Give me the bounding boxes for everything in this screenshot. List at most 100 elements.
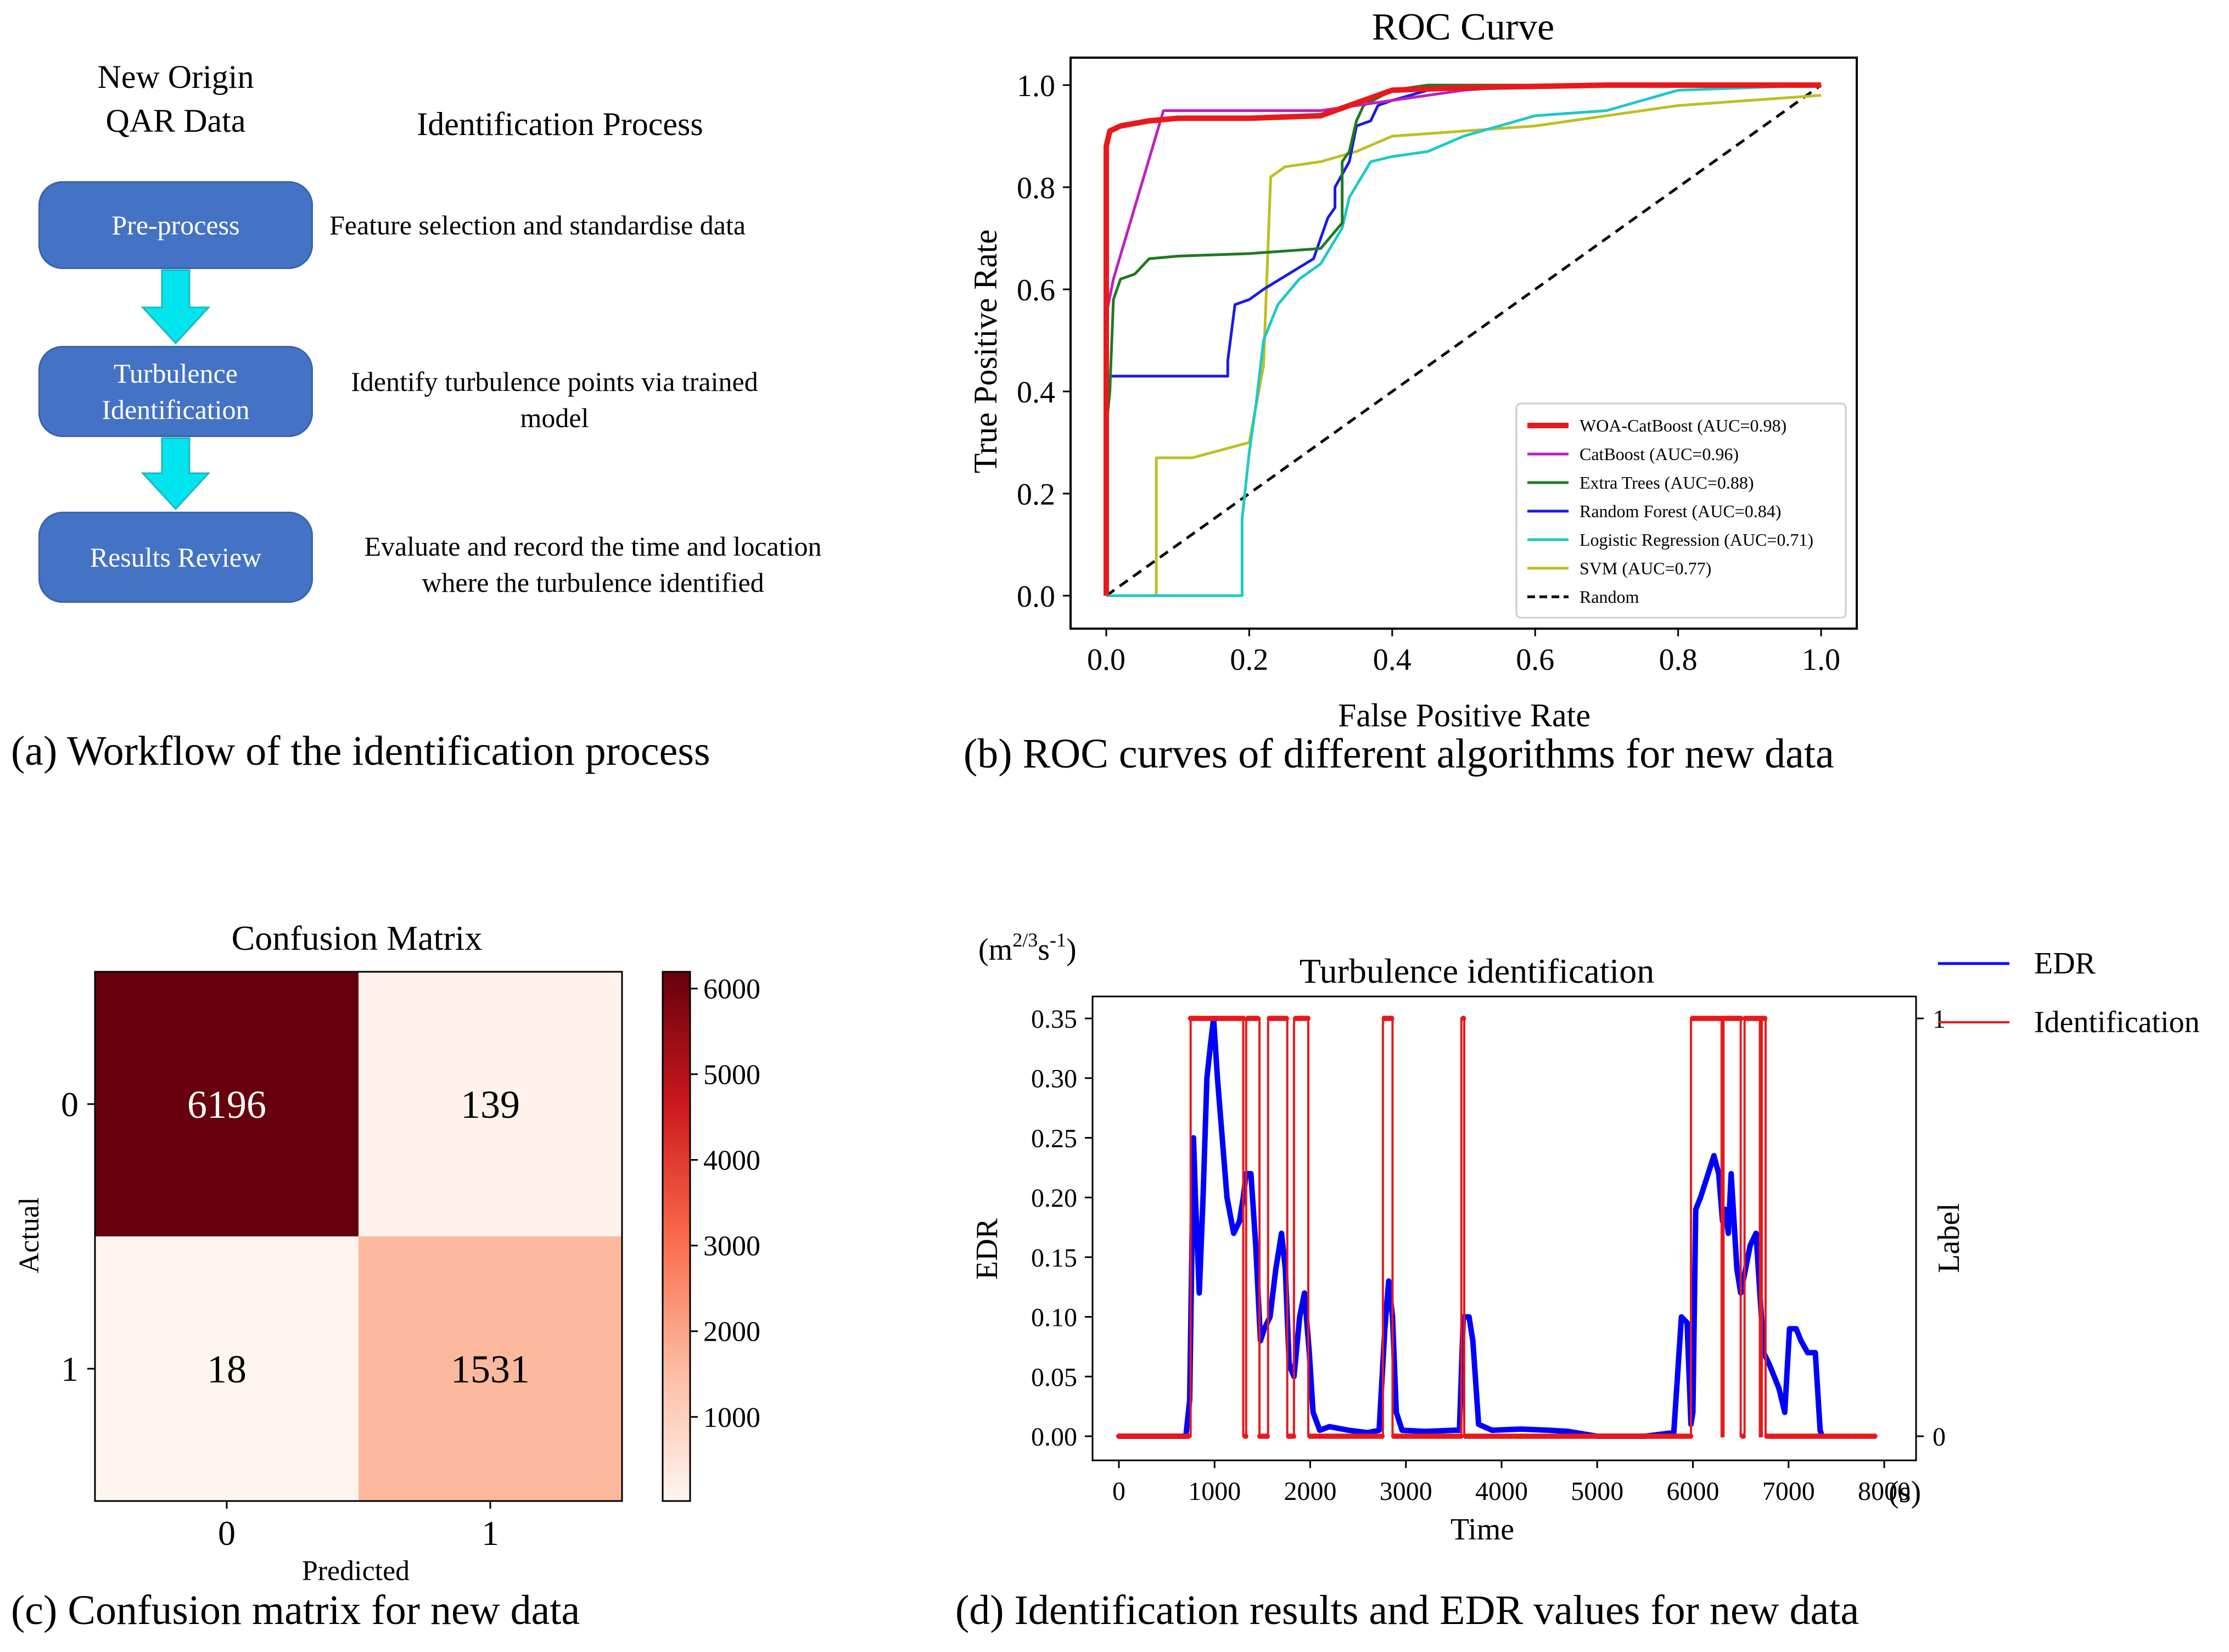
edr-title: Turbulence identification [1300, 951, 1654, 990]
down-arrow-icon [141, 437, 211, 511]
roc-xtick-label: 0.8 [1659, 643, 1698, 677]
legend-edr-label: EDR [2034, 947, 2096, 981]
step-review-box: Results Review [38, 512, 313, 603]
roc-xtick-label: 0.4 [1373, 643, 1412, 677]
workflow-arrows [141, 269, 211, 511]
edr-xtick-label: 7000 [1762, 1477, 1815, 1506]
cm-cell [95, 1236, 359, 1501]
workflow-panel: New Origin QAR Data Identification Proce… [0, 0, 944, 813]
roc-title: ROC Curve [1372, 6, 1555, 48]
edr-ytick-label: 0.05 [1031, 1363, 1077, 1392]
edr-xlabel: Time [1450, 1513, 1514, 1547]
edr-ytick-label: 0.20 [1031, 1184, 1077, 1213]
confusion-matrix-chart: Confusion Matrix 6196 139 18 1531 0 1 0 1 1000 20… [14, 919, 760, 1587]
identification-marker [1240, 1016, 1246, 1021]
identification-marker [1291, 1433, 1296, 1439]
step-identification-label1: Turbulence [114, 358, 238, 389]
identification-marker [1264, 1433, 1270, 1439]
identification-marker [1762, 1016, 1768, 1021]
cm-cell-value: 139 [461, 1083, 520, 1127]
edr-xtick-label: 4000 [1475, 1477, 1528, 1506]
roc-xtick-label: 0.2 [1230, 643, 1268, 677]
identification-markers [1116, 1016, 1878, 1439]
cm-colorbar [662, 971, 691, 1502]
edr-y2label: Label [1932, 1203, 1966, 1273]
cm-ytick-label: 0 [61, 1085, 79, 1124]
cm-cell [95, 972, 359, 1236]
identification-marker [1738, 1016, 1744, 1021]
edr-ytick-label: 0.30 [1031, 1065, 1077, 1094]
edr-legend: EDR Identification [1938, 947, 2200, 1039]
cm-colorbar-tick-label: 6000 [703, 974, 760, 1005]
edr-xtick-label: 5000 [1571, 1477, 1623, 1506]
roc-legend-label: Extra Trees (AUC=0.88) [1580, 473, 1754, 492]
roc-ytick-label: 0.2 [1017, 478, 1055, 512]
identification-marker [1283, 1016, 1289, 1021]
step-identification-desc1: Identify turbulence points via trained [351, 366, 758, 397]
identification-marker [1305, 1016, 1311, 1021]
edr-ylabel: EDR [970, 1218, 1004, 1280]
step-review-desc2: where the turbulence identified [422, 567, 764, 598]
cm-xtick-label: 1 [481, 1514, 499, 1553]
identification-marker [1379, 1433, 1385, 1439]
step-preprocess-box: Pre-process [38, 181, 313, 269]
cm-cell-value: 1531 [451, 1347, 530, 1391]
identification-marker [1458, 1433, 1464, 1439]
roc-xtick-label: 0.6 [1516, 643, 1554, 677]
identification-marker [1688, 1433, 1694, 1439]
roc-xlabel: False Positive Rate [1338, 697, 1590, 733]
roc-series-line [1106, 94, 1822, 597]
roc-series-line [1105, 83, 1822, 597]
cm-colorbar-tick-label: 4000 [703, 1145, 760, 1177]
step-identification-box: Turbulence Identification [38, 346, 313, 437]
cm-ytick-label: 1 [61, 1349, 79, 1388]
edr-ytick-label: 0.35 [1031, 1005, 1077, 1034]
cm-cell-value: 18 [207, 1347, 247, 1391]
workflow-source-label: New Origin QAR Data [66, 55, 285, 143]
step-review-desc: Evaluate and record the time and locatio… [329, 528, 856, 601]
cm-colorbar-tick-label: 5000 [703, 1060, 760, 1091]
edr-xtick-label: 2000 [1284, 1477, 1337, 1506]
roc-series-line [1104, 82, 1821, 596]
workflow-heading: Identification Process [417, 106, 703, 142]
cm-colorbar-tick-label: 2000 [703, 1317, 760, 1348]
step-preprocess-desc: Feature selection and standardise data [329, 210, 746, 240]
cm-xtick-label: 0 [218, 1514, 236, 1553]
roc-legend-label: SVM (AUC=0.77) [1580, 558, 1711, 578]
identification-marker [1185, 1433, 1191, 1439]
step-review-desc1: Evaluate and record the time and locatio… [364, 531, 822, 562]
roc-series-line [1106, 83, 1822, 597]
cm-title: Confusion Matrix [232, 919, 483, 957]
cm-frame [94, 971, 623, 1502]
roc-ylabel: True Positive Rate [967, 229, 1004, 473]
roc-xtick-label: 1.0 [1802, 643, 1840, 677]
down-arrow-icon [141, 269, 211, 345]
step-identification-label2: Identification [102, 394, 250, 425]
roc-ytick-label: 0.4 [1017, 376, 1055, 410]
legend-identification-label: Identification [2034, 1005, 2200, 1039]
edr-unit-top: (m2/3s-1) [978, 929, 1077, 967]
cm-colorbar-tick-label: 3000 [703, 1231, 760, 1262]
cm-xlabel: Predicted [302, 1555, 410, 1587]
cm-colorbar-tick-label: 1000 [703, 1402, 760, 1433]
roc-xtick-label: 0.0 [1087, 643, 1125, 677]
caption-a: (a) Workflow of the identification proce… [11, 728, 710, 774]
edr-xtick-label: 8000 [1858, 1477, 1911, 1506]
edr-ytick-label: 0.00 [1031, 1423, 1077, 1452]
roc-legend-label: Logistic Regression (AUC=0.71) [1580, 530, 1813, 550]
identification-marker [1254, 1016, 1261, 1021]
identification-marker [1872, 1433, 1878, 1439]
edr-ytick-label: 0.10 [1031, 1303, 1077, 1332]
cm-cell-value: 6196 [187, 1083, 266, 1127]
caption-c: (c) Confusion matrix for new data [11, 1587, 580, 1633]
step-identification-desc: Identify turbulence points via trained m… [329, 363, 780, 436]
roc-ytick-label: 0.6 [1017, 273, 1055, 307]
cm-ylabel: Actual [14, 1197, 45, 1274]
step-review-label: Results Review [89, 542, 262, 573]
step-identification-desc2: model [520, 402, 589, 433]
edr-xtick-label: 6000 [1667, 1477, 1720, 1506]
edr-ytick-label: 0.15 [1031, 1244, 1077, 1273]
edr-xtick-label: 0 [1112, 1477, 1125, 1506]
identification-marker [1388, 1016, 1394, 1021]
roc-legend-label: CatBoost (AUC=0.96) [1580, 444, 1739, 464]
